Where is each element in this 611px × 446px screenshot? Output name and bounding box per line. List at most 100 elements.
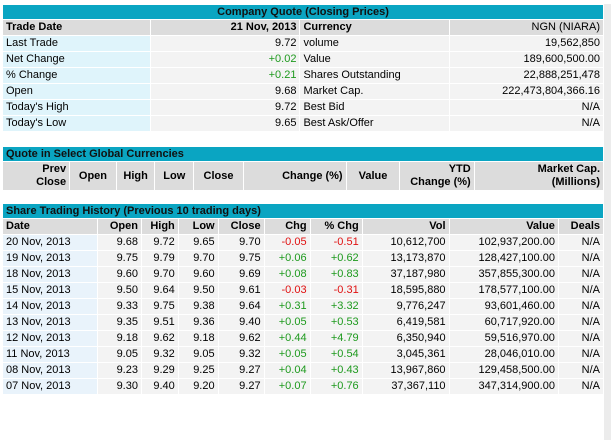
history-cell-close: 9.27: [218, 379, 264, 394]
history-cell-close: 9.75: [218, 251, 264, 266]
history-row: 12 Nov, 2013 9.18 9.62 9.18 9.62 +0.44 +4.79 6,…: [3, 331, 603, 346]
quote-left-value: +0.02: [151, 52, 300, 67]
quote-right-value: 19,562,850: [449, 36, 603, 51]
currency-value: NGN (NIARA): [449, 20, 603, 35]
quote-left-value: 9.72: [151, 100, 300, 115]
trade-date-label: Trade Date: [3, 20, 151, 35]
history-cell-vol: 37,187,980: [362, 267, 449, 282]
col-high: High: [116, 162, 155, 190]
history-cell-deals: N/A: [558, 379, 603, 394]
history-cell-high: 9.40: [141, 379, 178, 394]
history-cell-high: 9.32: [141, 347, 178, 362]
quote-right-value: 189,600,500.00: [449, 52, 603, 67]
history-cell-date: 11 Nov, 2013: [3, 347, 98, 362]
history-cell-value: 102,937,200.00: [449, 235, 558, 250]
quote-row: Net Change +0.02 Value 189,600,500.00: [3, 52, 603, 67]
history-cell-value: 357,855,300.00: [449, 267, 558, 282]
quote-right-value: 222,473,804,366.16: [449, 84, 603, 99]
hist-col-high: High: [141, 219, 178, 234]
history-cell-pct: -0.31: [310, 283, 362, 298]
history-cell-value: 93,601,460.00: [449, 299, 558, 314]
history-cell-high: 9.29: [141, 363, 178, 378]
quote-right-label: volume: [300, 36, 449, 51]
history-cell-close: 9.32: [218, 347, 264, 362]
history-cell-open: 9.60: [98, 267, 141, 282]
history-cell-deals: N/A: [558, 235, 603, 250]
quote-left-value: 9.72: [151, 36, 300, 51]
quote-left-label: % Change: [3, 68, 151, 83]
history-cell-value: 347,314,900.00: [449, 379, 558, 394]
history-cell-close: 9.69: [218, 267, 264, 282]
global-currencies-table: Quote in Select Global Currencies Prev Cl…: [2, 146, 604, 191]
history-cell-high: 9.70: [141, 267, 178, 282]
history-cell-low: 9.60: [178, 267, 218, 282]
hist-col-chg: Chg: [264, 219, 310, 234]
trading-history-table: Share Trading History (Previous 10 tradi…: [2, 203, 604, 395]
history-cell-deals: N/A: [558, 315, 603, 330]
trading-history-title: Share Trading History (Previous 10 tradi…: [3, 204, 603, 218]
hist-col-deals: Deals: [558, 219, 603, 234]
quote-right-value: N/A: [449, 100, 603, 115]
history-cell-open: 9.75: [98, 251, 141, 266]
history-cell-date: 12 Nov, 2013: [3, 331, 98, 346]
history-cell-deals: N/A: [558, 347, 603, 362]
history-cell-vol: 3,045,361: [362, 347, 449, 362]
hist-col-close: Close: [218, 219, 264, 234]
history-cell-chg: -0.05: [264, 235, 310, 250]
history-cell-date: 14 Nov, 2013: [3, 299, 98, 314]
history-cell-value: 28,046,010.00: [449, 347, 558, 362]
trade-date-value: 21 Nov, 2013: [151, 20, 300, 35]
history-cell-vol: 37,367,110: [362, 379, 449, 394]
hist-col-value: Value: [449, 219, 558, 234]
history-cell-chg: +0.05: [264, 347, 310, 362]
history-cell-high: 9.72: [141, 235, 178, 250]
history-row: 07 Nov, 2013 9.30 9.40 9.20 9.27 +0.07 +0.76 37…: [3, 379, 603, 394]
history-cell-vol: 10,612,700: [362, 235, 449, 250]
history-cell-deals: N/A: [558, 251, 603, 266]
col-open: Open: [70, 162, 116, 190]
history-cell-low: 9.36: [178, 315, 218, 330]
hist-col-pct-chg: % Chg: [310, 219, 362, 234]
history-cell-pct: +0.53: [310, 315, 362, 330]
history-cell-open: 9.50: [98, 283, 141, 298]
history-cell-deals: N/A: [558, 299, 603, 314]
history-cell-date: 15 Nov, 2013: [3, 283, 98, 298]
history-cell-low: 9.38: [178, 299, 218, 314]
history-cell-high: 9.79: [141, 251, 178, 266]
history-cell-low: 9.50: [178, 283, 218, 298]
history-cell-value: 59,516,970.00: [449, 331, 558, 346]
history-cell-chg: +0.04: [264, 363, 310, 378]
history-cell-pct: -0.51: [310, 235, 362, 250]
col-change-pct: Change (%): [243, 162, 346, 190]
quote-right-label: Value: [300, 52, 449, 67]
history-cell-high: 9.62: [141, 331, 178, 346]
quote-row: Open 9.68 Market Cap. 222,473,804,366.16: [3, 84, 603, 99]
history-cell-high: 9.75: [141, 299, 178, 314]
history-cell-value: 128,427,100.00: [449, 251, 558, 266]
history-cell-close: 9.61: [218, 283, 264, 298]
col-close: Close: [194, 162, 243, 190]
hist-col-vol: Vol: [362, 219, 449, 234]
history-cell-low: 9.65: [178, 235, 218, 250]
col-value: Value: [346, 162, 400, 190]
history-cell-pct: +0.62: [310, 251, 362, 266]
history-cell-close: 9.40: [218, 315, 264, 330]
vertical-scrollbar[interactable]: [604, 4, 611, 440]
history-cell-open: 9.05: [98, 347, 141, 362]
history-cell-pct: +0.83: [310, 267, 362, 282]
quote-right-label: Shares Outstanding: [300, 68, 449, 83]
history-row: 20 Nov, 2013 9.68 9.72 9.65 9.70 -0.05 -0.51 10…: [3, 235, 603, 250]
history-cell-open: 9.30: [98, 379, 141, 394]
history-cell-vol: 6,350,940: [362, 331, 449, 346]
history-cell-chg: +0.07: [264, 379, 310, 394]
history-row: 15 Nov, 2013 9.50 9.64 9.50 9.61 -0.03 -0.31 18…: [3, 283, 603, 298]
history-cell-vol: 6,419,581: [362, 315, 449, 330]
history-cell-pct: +0.76: [310, 379, 362, 394]
quote-right-value: N/A: [449, 116, 603, 131]
history-cell-date: 20 Nov, 2013: [3, 235, 98, 250]
history-cell-vol: 13,967,860: [362, 363, 449, 378]
history-cell-chg: +0.06: [264, 251, 310, 266]
quote-right-label: Best Bid: [300, 100, 449, 115]
quote-row: Last Trade 9.72 volume 19,562,850: [3, 36, 603, 51]
